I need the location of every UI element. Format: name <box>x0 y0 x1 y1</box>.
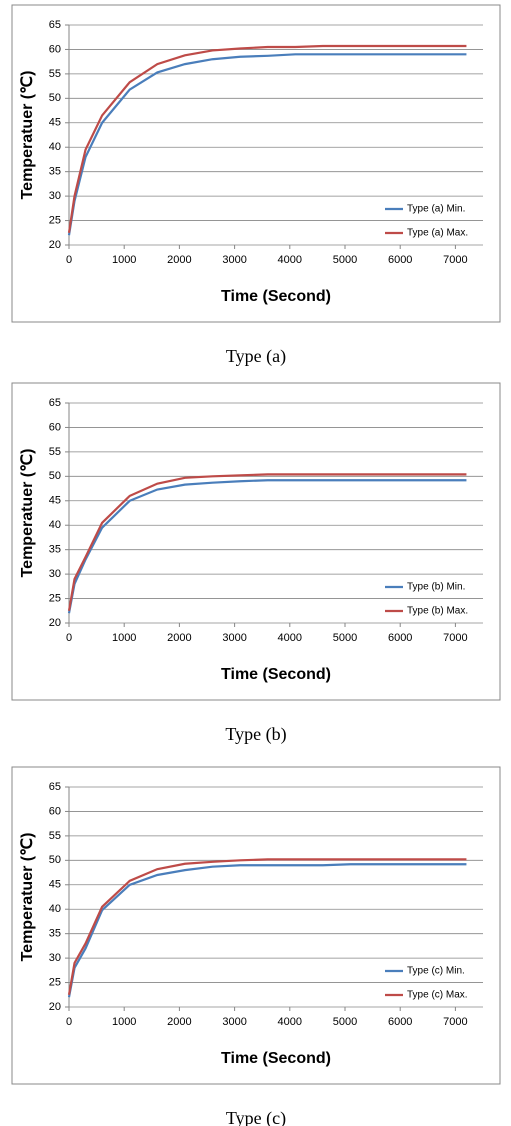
y-tick-label: 60 <box>49 421 61 433</box>
y-tick-label: 50 <box>49 854 61 866</box>
series-line <box>67 53 467 236</box>
y-tick-label: 30 <box>49 190 61 202</box>
legend-label: Type (c) Max. <box>407 990 468 1001</box>
y-tick-label: 35 <box>49 544 61 556</box>
x-tick-label: 2000 <box>167 632 191 644</box>
x-tick-label: 6000 <box>388 254 412 266</box>
y-tick-label: 65 <box>49 781 61 793</box>
x-tick-label: 3000 <box>222 632 246 644</box>
x-tick-label: 3000 <box>222 1016 246 1028</box>
x-tick-label: 4000 <box>278 254 302 266</box>
legend-label: Type (b) Max. <box>407 606 468 617</box>
y-tick-label: 35 <box>49 166 61 178</box>
y-tick-label: 40 <box>49 903 61 915</box>
y-tick-label: 45 <box>49 495 61 507</box>
x-tick-label: 0 <box>66 632 72 644</box>
y-tick-label: 55 <box>49 446 61 458</box>
y-tick-label: 25 <box>49 976 61 988</box>
y-tick-label: 45 <box>49 879 61 891</box>
x-tick-label: 6000 <box>388 632 412 644</box>
series-line <box>67 44 467 233</box>
x-tick-label: 5000 <box>333 632 357 644</box>
x-tick-label: 4000 <box>278 632 302 644</box>
y-tick-label: 20 <box>49 1001 61 1013</box>
y-tick-label: 20 <box>49 617 61 629</box>
caption: Type (c) <box>226 1108 286 1126</box>
y-tick-label: 55 <box>49 830 61 842</box>
x-tick-label: 0 <box>66 1016 72 1028</box>
legend-label: Type (a) Min. <box>407 204 465 215</box>
y-tick-label: 40 <box>49 141 61 153</box>
x-tick-label: 7000 <box>443 632 467 644</box>
series-line <box>67 473 467 611</box>
y-axis-label: Temperatuer (℃) <box>19 71 36 200</box>
x-tick-label: 1000 <box>112 254 136 266</box>
legend-label: Type (c) Min. <box>407 966 465 977</box>
x-tick-label: 1000 <box>112 1016 136 1028</box>
series-line <box>67 479 467 614</box>
y-axis-label: Temperatuer (℃) <box>19 449 36 578</box>
series-line <box>67 863 467 998</box>
x-tick-label: 3000 <box>222 254 246 266</box>
y-tick-label: 30 <box>49 952 61 964</box>
x-tick-label: 7000 <box>443 1016 467 1028</box>
y-axis-label: Temperatuer (℃) <box>19 833 36 962</box>
y-tick-label: 40 <box>49 519 61 531</box>
x-tick-label: 5000 <box>333 254 357 266</box>
y-tick-label: 55 <box>49 68 61 80</box>
y-tick-label: 60 <box>49 805 61 817</box>
x-tick-label: 1000 <box>112 632 136 644</box>
y-tick-label: 25 <box>49 592 61 604</box>
x-tick-label: 0 <box>66 254 72 266</box>
y-tick-label: 30 <box>49 568 61 580</box>
x-tick-label: 6000 <box>388 1016 412 1028</box>
chart-frame <box>11 382 501 701</box>
x-axis-label: Time (Second) <box>221 666 331 683</box>
caption: Type (b) <box>225 724 286 745</box>
y-tick-label: 25 <box>49 214 61 226</box>
x-tick-label: 5000 <box>333 1016 357 1028</box>
x-tick-label: 7000 <box>443 254 467 266</box>
x-tick-label: 2000 <box>167 254 191 266</box>
y-tick-label: 60 <box>49 43 61 55</box>
y-tick-label: 65 <box>49 397 61 409</box>
x-tick-label: 4000 <box>278 1016 302 1028</box>
y-tick-label: 50 <box>49 92 61 104</box>
y-tick-label: 50 <box>49 470 61 482</box>
legend-label: Type (b) Min. <box>407 582 465 593</box>
y-tick-label: 35 <box>49 928 61 940</box>
x-axis-label: Time (Second) <box>221 288 331 305</box>
x-axis-label: Time (Second) <box>221 1050 331 1067</box>
legend-label: Type (a) Max. <box>407 228 468 239</box>
series-line <box>67 858 467 995</box>
x-tick-label: 2000 <box>167 1016 191 1028</box>
y-tick-label: 20 <box>49 239 61 251</box>
y-tick-label: 45 <box>49 117 61 129</box>
caption: Type (a) <box>226 346 286 367</box>
chart-frame <box>11 766 501 1085</box>
y-tick-label: 65 <box>49 19 61 31</box>
chart-frame <box>11 4 501 323</box>
